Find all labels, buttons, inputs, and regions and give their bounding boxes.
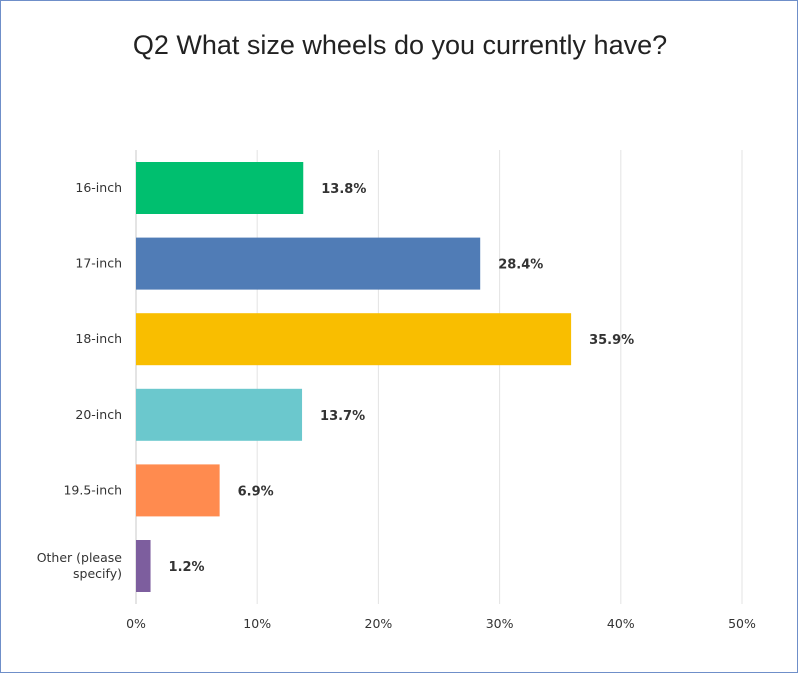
x-tick-label: 0% [126,616,146,631]
data-label: 13.8% [321,182,366,197]
bar [136,388,303,441]
x-tick-label: 30% [486,616,514,631]
category-labels: 16-inch 17-inch 18-inch 20-inch 19.5-inch Oth… [37,180,123,581]
bar [136,162,304,214]
chart-title: Q2 What size wheels do you currently hav… [132,30,668,60]
category-label: 16-inch [75,180,122,195]
data-label: 35.9% [589,333,634,348]
data-label: 1.2% [169,560,205,575]
category-label: 18-inch [75,331,122,346]
gridlines [135,150,743,604]
bar [136,313,572,366]
category-label: Other (please specify) [37,550,123,581]
data-label: 6.9% [238,484,274,499]
category-label: 19.5-inch [63,482,122,497]
x-tick-label: 20% [365,616,393,631]
data-label: 13.7% [320,409,365,424]
bar [136,237,481,290]
category-label: 20-inch [75,407,122,422]
data-label: 28.4% [498,258,543,273]
x-axis-tick-labels: 0% 10% 20% 30% 40% 50% [126,616,756,631]
bars [136,162,572,592]
x-tick-label: 10% [243,616,271,631]
x-tick-label: 40% [607,616,635,631]
bar [136,540,151,592]
category-label: 17-inch [75,256,122,271]
x-tick-label: 50% [728,616,756,631]
bar [136,464,220,517]
data-labels: 13.8% 28.4% 35.9% 13.7% 6.9% 1.2% [169,182,635,575]
